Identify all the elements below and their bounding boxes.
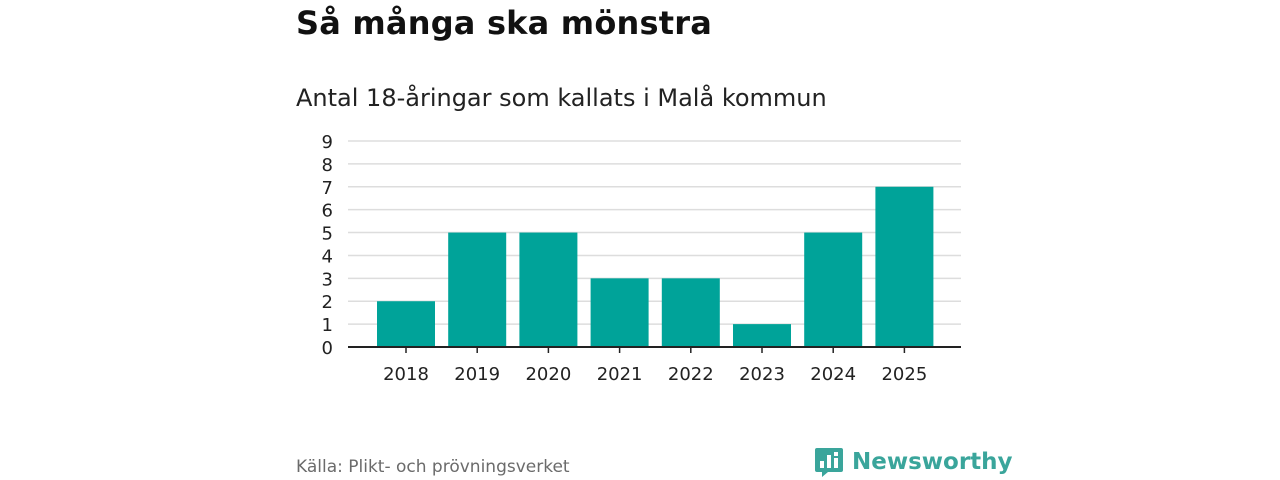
gridlines — [348, 140, 961, 325]
x-tick-label: 2023 — [739, 364, 785, 385]
x-tick-label: 2025 — [881, 364, 927, 385]
bars — [377, 186, 934, 347]
bar-2018 — [377, 301, 435, 347]
bar-2022 — [661, 278, 720, 347]
y-tick-label: 3 — [322, 269, 333, 290]
x-tick-label: 2019 — [454, 364, 500, 385]
y-tick-label: 5 — [322, 224, 333, 245]
bar-chart-badge-icon — [815, 448, 843, 477]
x-tick-label: 2021 — [597, 364, 643, 385]
brand-logo: Newsworthy — [814, 446, 1013, 478]
x-axis-ticks: 2018 2019 2020 2021 2022 2023 2024 2025 — [383, 347, 927, 385]
y-tick-label: 6 — [322, 201, 333, 222]
x-tick-label: 2022 — [668, 364, 714, 385]
chart-title: Så många ska mönstra — [296, 4, 713, 42]
y-tick-label: 7 — [322, 178, 333, 199]
y-tick-label: 9 — [322, 132, 333, 153]
x-tick-label: 2024 — [810, 364, 856, 385]
source-note: Källa: Plikt- och prövningsverket — [296, 457, 570, 477]
bar-2023 — [733, 324, 791, 347]
bar-2021 — [590, 278, 649, 347]
bar-2019 — [448, 232, 507, 347]
bar-2025 — [875, 186, 934, 347]
x-tick-label: 2018 — [383, 364, 429, 385]
brand-name: Newsworthy — [852, 449, 1013, 475]
y-tick-label: 1 — [322, 315, 333, 336]
bar-2020 — [519, 232, 578, 347]
y-tick-label: 8 — [322, 155, 333, 176]
y-tick-label: 2 — [322, 292, 333, 313]
y-tick-label: 0 — [322, 338, 333, 359]
x-tick-label: 2020 — [525, 364, 571, 385]
y-tick-label: 4 — [322, 246, 333, 267]
chart-subtitle: Antal 18-åringar som kallats i Malå komm… — [296, 84, 827, 112]
bar-2024 — [804, 232, 863, 347]
